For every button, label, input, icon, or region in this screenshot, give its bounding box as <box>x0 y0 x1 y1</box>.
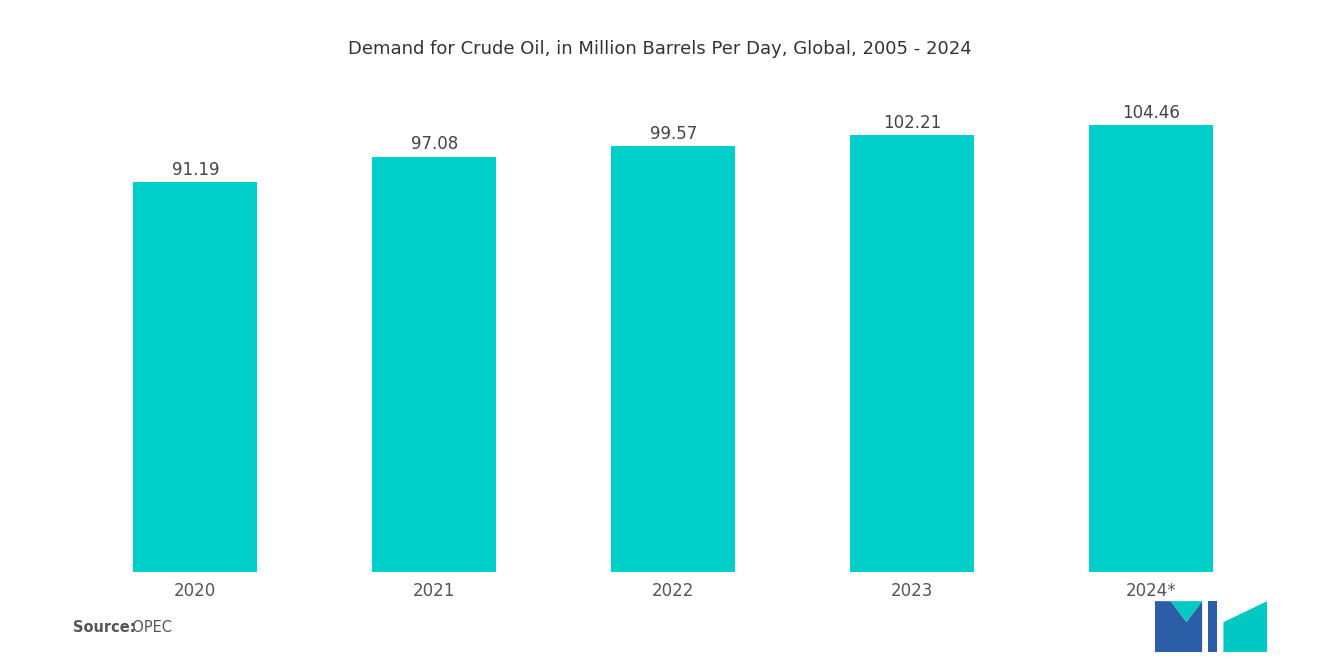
Text: 91.19: 91.19 <box>172 161 219 179</box>
Text: Source:: Source: <box>73 620 135 635</box>
Text: 97.08: 97.08 <box>411 136 458 154</box>
Bar <box>611 146 735 572</box>
Bar <box>372 157 496 572</box>
Bar <box>1089 125 1213 572</box>
Text: 104.46: 104.46 <box>1122 104 1180 122</box>
Text: Demand for Crude Oil, in Million Barrels Per Day, Global, 2005 - 2024: Demand for Crude Oil, in Million Barrels… <box>348 40 972 58</box>
Text: 99.57: 99.57 <box>649 125 697 143</box>
Bar <box>850 135 974 572</box>
Text: OPEC: OPEC <box>123 620 172 635</box>
Bar <box>133 182 257 572</box>
Text: 102.21: 102.21 <box>883 114 941 132</box>
